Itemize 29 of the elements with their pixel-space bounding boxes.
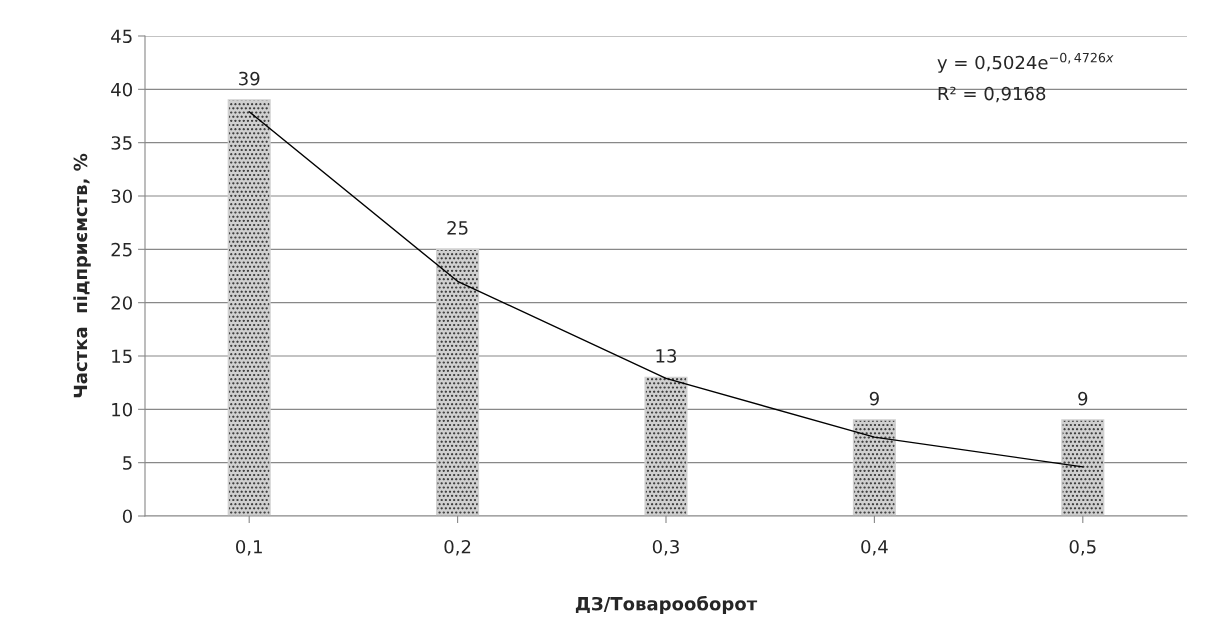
data-label: 39: [239, 71, 260, 86]
y-tick-label: 25: [111, 242, 132, 257]
x-tick-label: 0,2: [444, 539, 471, 556]
x-tick-label: 0,3: [652, 539, 679, 556]
y-tick-label: 35: [111, 136, 132, 150]
bar: [436, 248, 480, 516]
x-tick-label: 0,4: [861, 539, 888, 556]
y-tick-label: 5: [123, 456, 132, 470]
y-tick-label: 15: [112, 349, 132, 364]
bar: [227, 99, 271, 516]
bar: [1061, 419, 1105, 516]
bar: [644, 376, 688, 516]
data-label: 9: [869, 391, 879, 406]
annotation: R² = 0,9168: [938, 86, 1046, 103]
x-axis-title: ДЗ/Товарооборот: [575, 595, 758, 615]
y-tick-label: 30: [111, 189, 132, 204]
x-tick-label: 0,5: [1069, 539, 1096, 556]
y-axis-title: Частка підприємств, %: [73, 153, 91, 398]
x-tick-label: 0,1: [236, 539, 262, 556]
y-tick-label: 45: [111, 29, 132, 44]
data-label: 25: [447, 221, 468, 235]
y-tick-label: 20: [111, 296, 132, 310]
y-tick-label: 10: [112, 402, 132, 417]
y-tick-label: 0: [122, 509, 132, 524]
bar: [852, 419, 896, 516]
data-label: 13: [656, 349, 677, 363]
annotation: y = 0,5024e$^{−0,4726x}$: [937, 52, 1114, 73]
y-tick-label: 40: [111, 82, 132, 97]
data-label: 9: [1078, 391, 1088, 406]
